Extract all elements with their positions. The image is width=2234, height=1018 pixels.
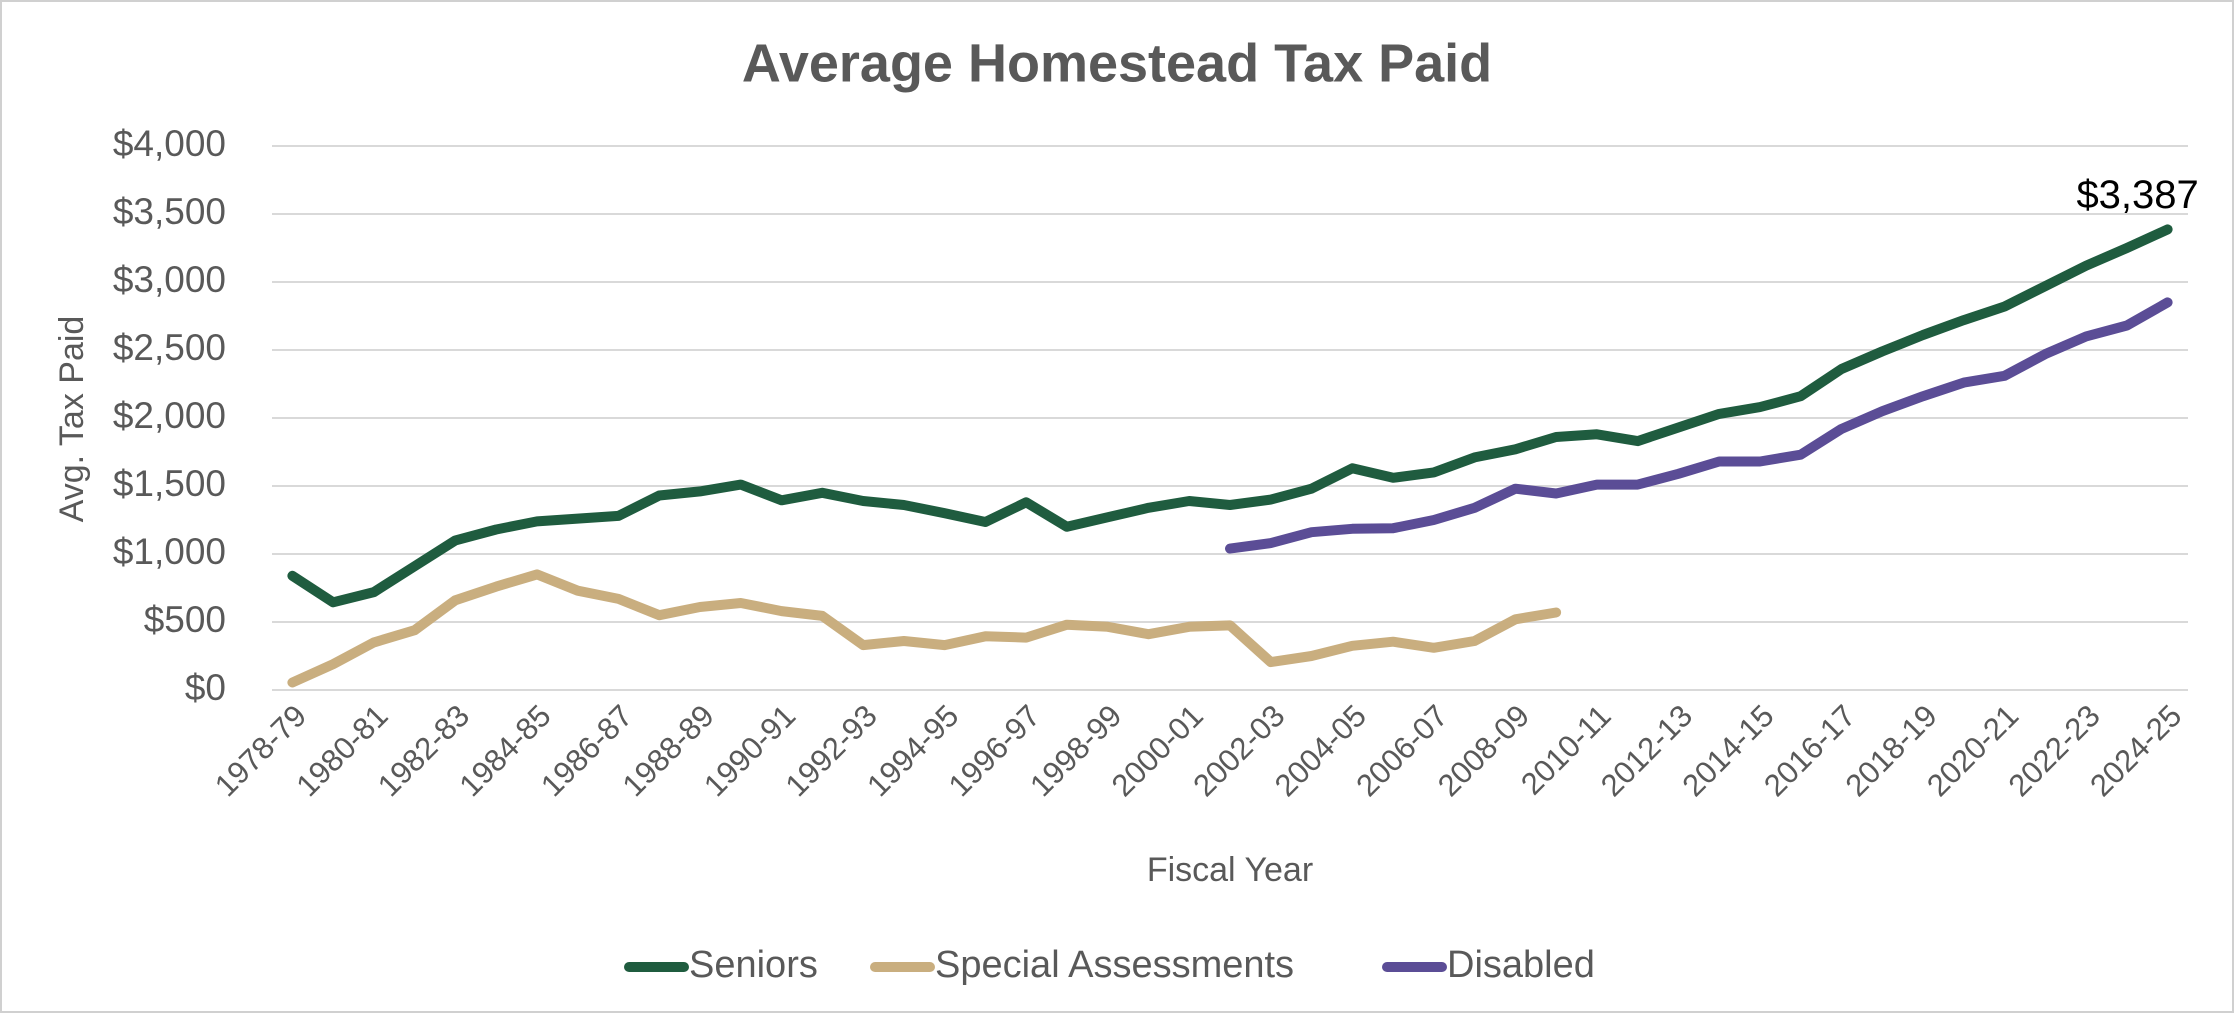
y-tick-label: $1,000: [113, 531, 226, 572]
line-series: [287, 224, 2173, 608]
y-tick-label: $2,000: [113, 395, 226, 436]
y-tick-label: $1,500: [113, 463, 226, 504]
y-tick-label: $4,000: [113, 123, 226, 164]
legend-label: Special Assessments: [935, 944, 1294, 986]
line-series: [287, 569, 1562, 688]
y-tick-label: $3,500: [113, 191, 226, 232]
y-tick-label: $3,000: [113, 259, 226, 300]
x-axis-title: Fiscal Year: [1147, 851, 1313, 889]
y-tick-label: $0: [185, 667, 226, 708]
chart-title: Average Homestead Tax Paid: [742, 33, 1492, 93]
y-tick-label: $2,500: [113, 327, 226, 368]
legend-label: Seniors: [689, 944, 818, 986]
y-tick-label: $500: [144, 599, 226, 640]
line-series: [1225, 297, 2173, 554]
data-label: $3,387: [2076, 173, 2198, 217]
y-axis-title: Avg. Tax Paid: [53, 316, 91, 523]
legend-label: Disabled: [1447, 944, 1595, 986]
